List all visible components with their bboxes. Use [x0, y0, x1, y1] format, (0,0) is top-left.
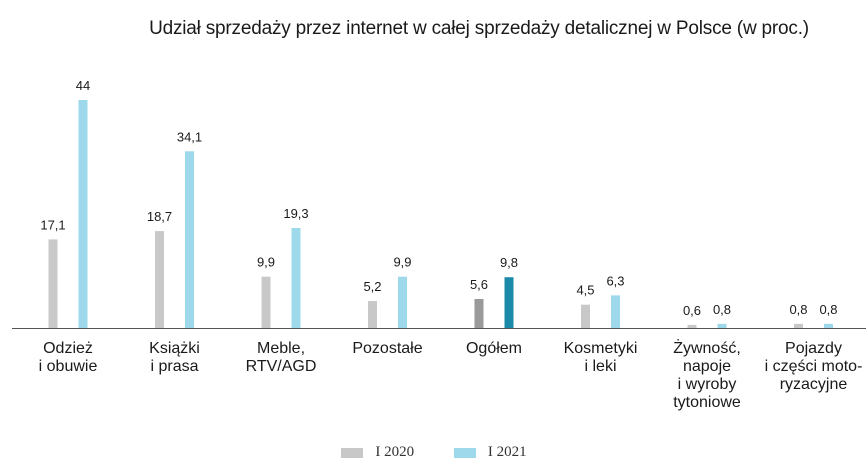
- data-label-2021-2: 19,3: [283, 206, 308, 221]
- bar-2021-3: [398, 276, 407, 328]
- category-label-5: Kosmetyki i leki: [564, 340, 638, 375]
- bar-2021-7: [824, 323, 833, 328]
- data-label-2021-6: 0,8: [713, 302, 731, 317]
- data-label-2021-7: 0,8: [819, 302, 837, 317]
- category-label-4: Ogółem: [466, 340, 522, 357]
- legend-label-2021: I 2021: [487, 444, 527, 460]
- data-label-2020-2: 9,9: [257, 255, 275, 270]
- data-label-2020-6: 0,6: [683, 303, 701, 318]
- data-label-2020-4: 5,6: [470, 277, 488, 292]
- legend-item-2020: I 2020: [341, 444, 414, 461]
- data-label-2021-4: 9,8: [500, 255, 518, 270]
- legend: I 2020 I 2021: [0, 444, 868, 463]
- bar-2020-4: [474, 298, 484, 328]
- data-label-2020-7: 0,8: [789, 302, 807, 317]
- category-label-0: Odzież i obuwie: [39, 340, 98, 375]
- bar-2021-2: [291, 227, 301, 328]
- data-label-2021-1: 34,1: [177, 129, 202, 144]
- data-label-2020-5: 4,5: [576, 283, 594, 298]
- legend-swatch-2020: [341, 447, 364, 458]
- bar-chart: 17,1 44 Odzież i obuwie 18,7 34,1 Książki i pra…: [12, 78, 866, 411]
- bar-2021-6: [717, 323, 727, 328]
- data-label-2020-3: 5,2: [363, 279, 381, 294]
- bar-2021-1: [185, 151, 194, 328]
- category-label-6: Żywność, napoje i wyroby tytoniowe: [673, 338, 741, 411]
- legend-label-2020: I 2020: [375, 444, 415, 460]
- bar-2020-1: [155, 231, 164, 328]
- bar-2020-7: [794, 323, 803, 328]
- bar-2020-3: [368, 301, 377, 328]
- data-label-2020-0: 17,1: [40, 217, 65, 232]
- data-label-2021-5: 6,3: [606, 273, 624, 288]
- bar-2020-2: [261, 276, 271, 328]
- category-label-3: Pozostałe: [352, 340, 422, 357]
- bar-2020-0: [48, 239, 58, 328]
- bar-2020-5: [581, 304, 590, 328]
- chart-title: Udział sprzedaży przez internet w całej …: [149, 18, 809, 39]
- data-label-2021-0: 44: [76, 78, 90, 93]
- legend-swatch-2021: [453, 447, 476, 458]
- bar-2021-4: [504, 277, 514, 328]
- legend-item-2021: I 2021: [453, 444, 527, 461]
- bar-2020-6: [687, 324, 697, 328]
- data-label-2021-3: 9,9: [393, 255, 411, 270]
- bar-2021-5: [611, 295, 620, 328]
- data-label-2020-1: 18,7: [147, 209, 172, 224]
- bar-2021-0: [78, 100, 88, 328]
- category-label-1: Książki i prasa: [149, 340, 200, 375]
- category-label-7: Pojazdy i części moto-ryzacyjne: [765, 340, 863, 393]
- category-label-2: Meble, RTV/AGD: [246, 340, 317, 375]
